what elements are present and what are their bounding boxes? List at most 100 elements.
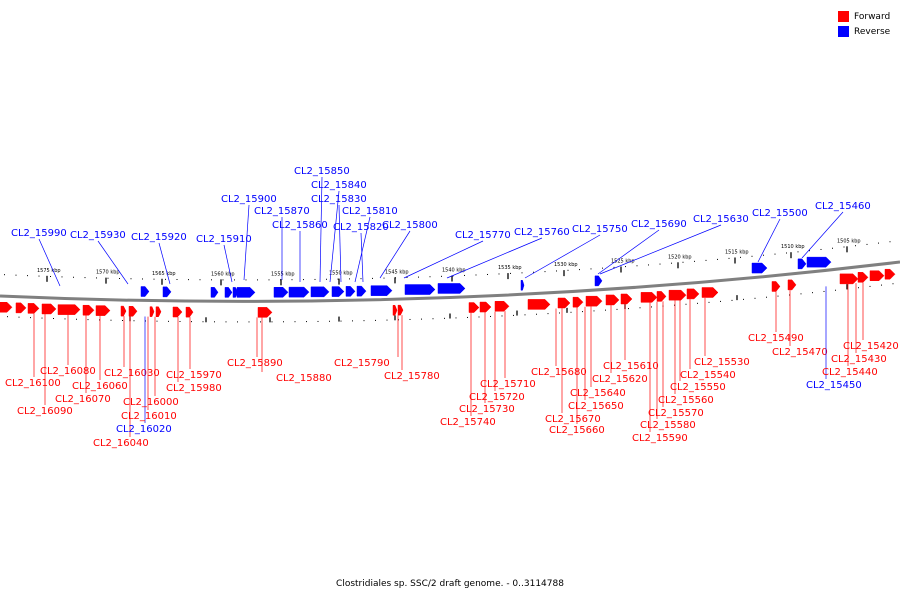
legend-item-forward: Forward bbox=[838, 9, 890, 24]
track-dot bbox=[582, 311, 583, 313]
track-dot bbox=[211, 279, 212, 281]
track-dot bbox=[133, 320, 135, 322]
forward-gene bbox=[605, 294, 620, 306]
forward-gene bbox=[787, 279, 797, 291]
reverse-gene-label: CL2_15450 bbox=[806, 380, 862, 391]
reverse-gene bbox=[310, 286, 330, 298]
reverse-gene-label: CL2_15630 bbox=[693, 214, 749, 225]
reverse-gene-label: CL2_15910 bbox=[196, 234, 252, 245]
track-dot bbox=[349, 278, 350, 280]
forward-gene-label: CL2_15430 bbox=[831, 354, 887, 365]
track-dot bbox=[490, 315, 491, 317]
track-dot bbox=[444, 317, 445, 319]
track-dot bbox=[429, 276, 431, 278]
track-dot bbox=[774, 253, 776, 255]
track-dot bbox=[697, 302, 698, 304]
track-dot bbox=[878, 242, 879, 244]
forward-gene-label: CL2_16030 bbox=[104, 368, 160, 379]
reverse-gene bbox=[356, 285, 367, 297]
track-dot bbox=[41, 317, 43, 319]
track-dot bbox=[64, 318, 66, 320]
track-dot bbox=[360, 278, 362, 280]
forward-gene bbox=[41, 303, 57, 315]
track-dot bbox=[593, 310, 595, 312]
track-dot bbox=[754, 297, 756, 299]
forward-gene bbox=[392, 305, 398, 316]
reverse-gene-label: CL2_15860 bbox=[272, 220, 328, 231]
track-dot bbox=[375, 319, 376, 321]
forward-gene-label: CL2_15730 bbox=[459, 404, 515, 415]
label-leader bbox=[97, 240, 129, 285]
track-dot bbox=[731, 299, 733, 301]
label-leader bbox=[223, 244, 233, 283]
forward-gene-label: CL2_16090 bbox=[17, 406, 73, 417]
track-dot bbox=[383, 277, 385, 279]
forward-gene-label: CL2_15610 bbox=[603, 361, 659, 372]
track-dot bbox=[421, 318, 422, 320]
genome-caption: Clostridiales sp. SSC/2 draft genome. - … bbox=[336, 579, 564, 589]
scale-tick-label: 1540 kbp bbox=[442, 268, 466, 274]
forward-gene-label: CL2_15490 bbox=[748, 333, 804, 344]
forward-gene bbox=[82, 304, 95, 316]
track-dot bbox=[823, 290, 825, 292]
forward-gene-label: CL2_15740 bbox=[440, 417, 496, 428]
track-dot bbox=[498, 273, 500, 275]
label-leader bbox=[379, 230, 411, 279]
track-dot bbox=[225, 321, 227, 323]
track-dot bbox=[694, 260, 695, 262]
track-dot bbox=[202, 321, 204, 323]
reverse-gene bbox=[751, 262, 768, 274]
reverse-gene-label: CL2_15990 bbox=[11, 228, 67, 239]
reverse-gene bbox=[437, 283, 466, 294]
forward-gene bbox=[640, 292, 658, 303]
forward-gene bbox=[585, 295, 603, 307]
reverse-gene bbox=[210, 287, 219, 298]
label-leader bbox=[329, 190, 340, 283]
track-dot bbox=[271, 321, 273, 323]
track-dot bbox=[337, 278, 339, 280]
forward-gene bbox=[869, 270, 885, 281]
forward-gene-label: CL2_15720 bbox=[469, 392, 525, 403]
track-dot bbox=[659, 263, 661, 265]
label-leader bbox=[158, 242, 171, 285]
track-dot bbox=[717, 258, 718, 260]
track-dot bbox=[602, 267, 603, 269]
forward-gene-label: CL2_15890 bbox=[227, 358, 283, 369]
forward-gene bbox=[397, 304, 404, 316]
reverse-gene-label: CL2_15830 bbox=[311, 194, 367, 205]
track-dot bbox=[524, 314, 526, 316]
reverse-gene bbox=[594, 275, 603, 287]
scale-tick-label: 1565 kbp bbox=[152, 271, 176, 277]
label-leader bbox=[38, 238, 61, 287]
track-dot bbox=[222, 279, 224, 281]
track-dot bbox=[15, 274, 17, 276]
forward-gene-label: CL2_15650 bbox=[568, 401, 624, 412]
track-dot bbox=[547, 313, 549, 315]
forward-gene-label: CL2_15790 bbox=[334, 358, 390, 369]
track-dot bbox=[708, 301, 710, 303]
label-leader bbox=[338, 204, 342, 283]
forward-gene bbox=[57, 304, 81, 315]
legend: Forward Reverse bbox=[838, 9, 890, 39]
track-dot bbox=[398, 319, 399, 321]
forward-gene-label: CL2_16060 bbox=[72, 381, 128, 392]
scale-tick-label: 1570 kbp bbox=[96, 270, 120, 276]
reverse-gene-label: CL2_15900 bbox=[221, 194, 277, 205]
track-dot bbox=[636, 265, 638, 267]
track-dot bbox=[682, 261, 684, 263]
track-dot bbox=[648, 264, 649, 266]
forward-gene-label: CL2_15570 bbox=[648, 408, 704, 419]
forward-gene-label: CL2_15670 bbox=[545, 414, 601, 425]
track-dot bbox=[395, 277, 396, 279]
forward-gene bbox=[149, 306, 155, 317]
track-dot bbox=[777, 295, 779, 297]
forward-gene-label: CL2_15590 bbox=[632, 433, 688, 444]
forward-gene bbox=[839, 273, 859, 285]
scale-tick-label: 1510 kbp bbox=[781, 244, 805, 250]
forward-gene-label: CL2_15440 bbox=[822, 367, 878, 378]
track-dot bbox=[245, 279, 247, 281]
forward-gene-label: CL2_15970 bbox=[166, 370, 222, 381]
scale-tick-label: 1555 kbp bbox=[271, 271, 295, 277]
track-dot bbox=[260, 321, 261, 323]
forward-gene-label: CL2_15660 bbox=[549, 425, 605, 436]
